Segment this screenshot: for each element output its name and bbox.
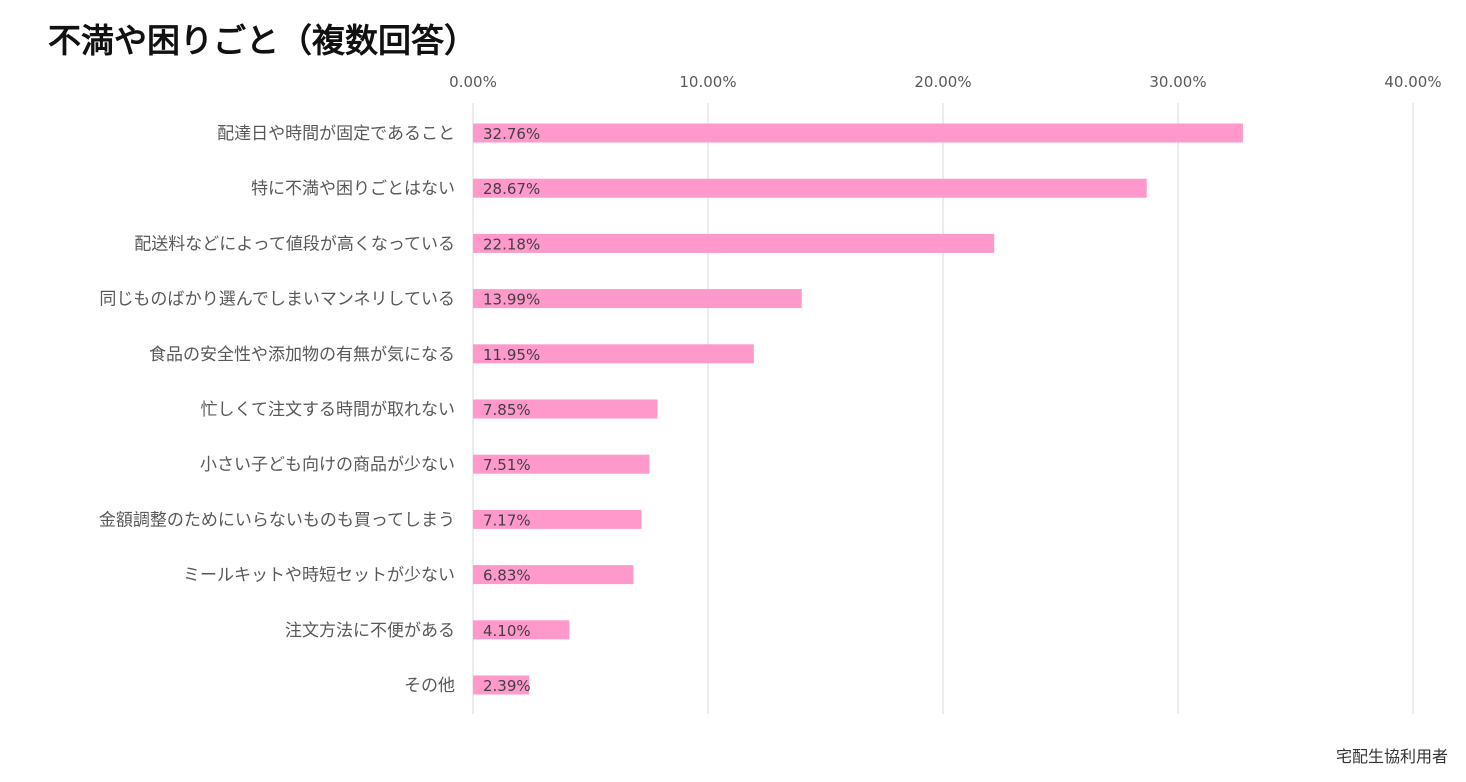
bar [473,123,1243,143]
bar [473,620,570,640]
x-axis-ticks: 0.00% 10.00% 20.00% 30.00% 40.00% [449,73,1441,91]
data-label: 2.39% [483,677,531,695]
data-label: 22.18% [483,235,540,253]
category-label: 配達日や時間が固定であること [217,124,455,144]
data-label: 13.99% [483,291,540,309]
category-label: 配送料などによって値段が高くなっている [134,234,455,254]
category-label: 注文方法に不便がある [285,621,455,641]
data-label: 32.76% [483,125,540,143]
bar [473,289,802,309]
grid-layer [472,103,1414,714]
data-label: 11.95% [483,346,540,364]
bar [473,178,1147,198]
bar [473,454,650,474]
bar [473,344,754,364]
category-label: その他 [404,676,455,696]
category-label: 小さい子ども向けの商品が少ない [200,455,455,475]
category-label: ミールキットや時短セットが少ない [183,566,455,586]
bars [473,123,1243,695]
category-label: 特に不満や困りごとはない [251,179,455,199]
data-label: 28.67% [483,180,540,198]
category-label: 食品の安全性や添加物の有無が気になる [149,345,455,365]
data-labels: 32.76% 28.67% 22.18% 13.99% 11.95% 7.85% 7.51%… [483,125,540,695]
data-label: 7.85% [483,401,531,419]
x-tick-label: 20.00% [914,73,971,91]
category-label: 忙しくて注文する時間が取れない [201,400,456,420]
x-tick-label: 10.00% [679,73,736,91]
chart-title: 不満や困りごと（複数回答） [48,21,477,60]
category-labels: 配達日や時間が固定であること特に不満や困りごとはない配送料などによって値段が高く… [99,124,455,696]
data-label: 4.10% [483,622,531,640]
bar [473,233,995,253]
data-label: 7.17% [483,511,531,529]
footnote: 宅配生協利用者 [1335,747,1448,766]
bar [473,565,634,585]
x-tick-label: 30.00% [1149,73,1206,91]
data-label: 7.51% [483,456,531,474]
bar [473,399,658,419]
x-tick-label: 0.00% [449,73,497,91]
bar [473,675,530,695]
x-tick-label: 40.00% [1384,73,1441,91]
bar [473,509,642,529]
data-label: 6.83% [483,567,531,585]
category-label: 金額調整のためにいらないものも買ってしまう [99,510,455,530]
category-label: 同じものばかり選んでしまいマンネリしている [99,290,455,310]
